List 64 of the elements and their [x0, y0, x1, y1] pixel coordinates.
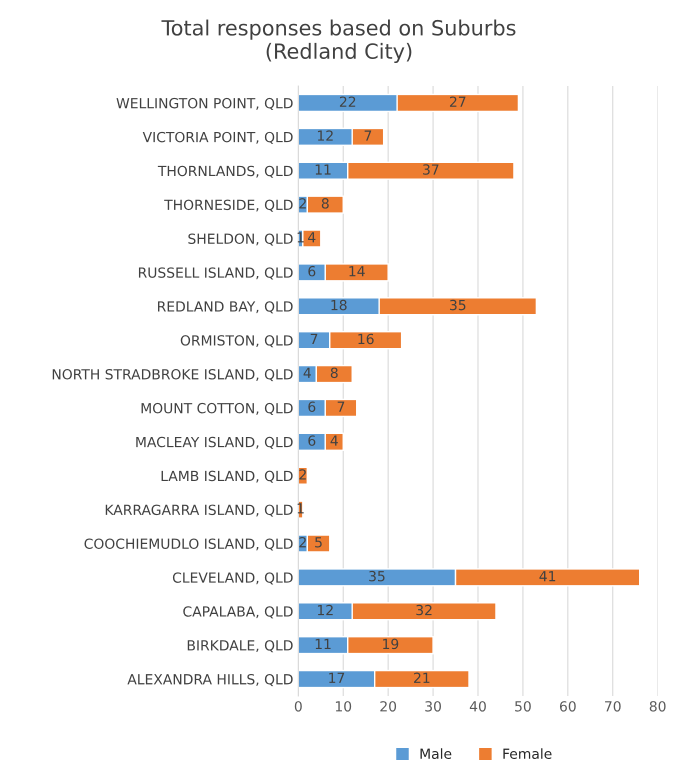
data-label: 2	[299, 469, 306, 480]
data-label: 1	[298, 232, 304, 242]
legend-label: Female	[503, 748, 552, 759]
y-tick-label: WELLINGTON POINT, QLD	[116, 98, 293, 110]
x-tick-label: 30	[425, 701, 441, 712]
y-tick-label: MOUNT COTTON, QLD	[142, 402, 293, 416]
x-tick-label: 50	[515, 701, 531, 712]
y-tick-label: LAMB ISLAND, QLD	[162, 470, 293, 483]
legend-label: Male	[420, 748, 452, 759]
data-label: 35	[369, 570, 385, 582]
y-tick-label: THORNESIDE, QLD	[164, 200, 293, 212]
x-tick-label: 10	[336, 701, 352, 712]
data-label: 4	[304, 368, 311, 378]
data-label: 6	[308, 266, 316, 276]
data-label: 12	[318, 130, 333, 141]
data-label: 6	[308, 435, 316, 446]
data-label: 2	[299, 198, 306, 208]
x-tick-label: 60	[560, 701, 576, 712]
data-label: 21	[414, 672, 430, 683]
data-label: 4	[330, 436, 338, 446]
y-tick-label: ORMISTON, QLD	[180, 335, 293, 348]
data-label: 11	[316, 638, 331, 649]
data-label: 18	[331, 300, 347, 310]
y-tick-label: REDLAND BAY, QLD	[158, 301, 293, 314]
data-label: 22	[340, 96, 356, 107]
y-tick-label: THORNLANDS, QLD	[158, 166, 293, 178]
data-label: 41	[539, 571, 556, 582]
x-tick-label: 40	[470, 701, 486, 712]
chart-title: Total responses based on Suburbs (Redland City)	[161, 20, 516, 64]
data-label: 4	[308, 232, 316, 242]
x-tick-label: 0	[294, 701, 302, 712]
data-label: 27	[450, 96, 466, 107]
data-label: 37	[423, 164, 438, 175]
y-tick-label: MACLEAY ISLAND, QLD	[136, 436, 293, 449]
data-label: 12	[318, 604, 333, 616]
data-label: 6	[308, 401, 316, 412]
data-label: 17	[329, 672, 344, 683]
data-label: 8	[322, 198, 329, 209]
data-label: 16	[358, 334, 374, 344]
x-tick-label: 20	[380, 701, 396, 712]
y-tick-label: SHELDON, QLD	[188, 233, 293, 246]
y-tick-label: KARRAGARRA ISLAND, QLD	[106, 504, 293, 517]
y-tick-label: VICTORIA POINT, QLD	[142, 132, 293, 144]
data-label: 7	[338, 402, 344, 412]
data-label: 7	[364, 130, 372, 141]
y-tick-label: NORTH STRADBROKE ISLAND, QLD	[52, 369, 293, 382]
data-label: 32	[416, 604, 432, 616]
y-tick-label: COOCHIEMUDLO ISLAND, QLD	[84, 538, 293, 551]
data-label: 19	[383, 638, 398, 650]
data-label: 5	[315, 537, 322, 548]
y-tick-label: CLEVELAND, QLD	[172, 572, 293, 584]
data-label: 8	[330, 368, 338, 378]
data-label: 7	[310, 334, 318, 344]
data-label: 35	[450, 300, 466, 310]
x-tick-label: 80	[650, 701, 666, 712]
data-label: 11	[316, 164, 331, 175]
y-tick-label: BIRKDALE, QLD	[188, 640, 293, 652]
y-tick-label: RUSSELL ISLAND, QLD	[138, 267, 293, 280]
x-tick-label: 70	[605, 701, 621, 712]
bar	[302, 229, 322, 248]
data-label: 14	[349, 266, 365, 276]
y-tick-label: ALEXANDRA HILLS, QLD	[127, 674, 293, 686]
y-tick-label: CAPALABA, QLD	[183, 606, 293, 618]
data-label: 2	[299, 537, 306, 548]
